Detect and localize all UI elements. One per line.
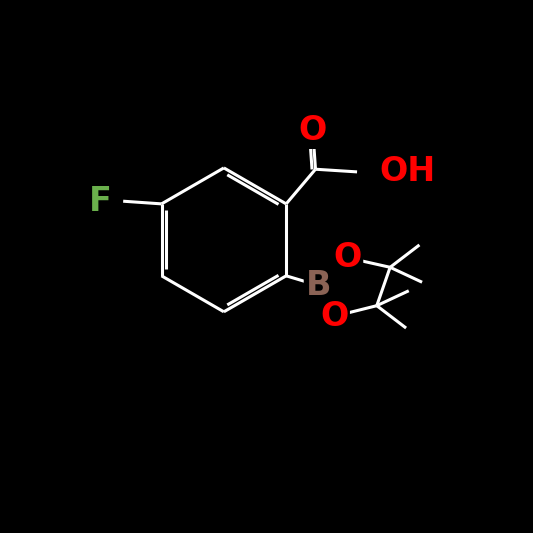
Text: O: O	[298, 115, 327, 147]
Text: B: B	[305, 269, 331, 302]
Text: O: O	[333, 241, 361, 274]
Text: OH: OH	[379, 156, 435, 188]
Text: O: O	[320, 300, 348, 333]
Text: F: F	[88, 185, 111, 217]
